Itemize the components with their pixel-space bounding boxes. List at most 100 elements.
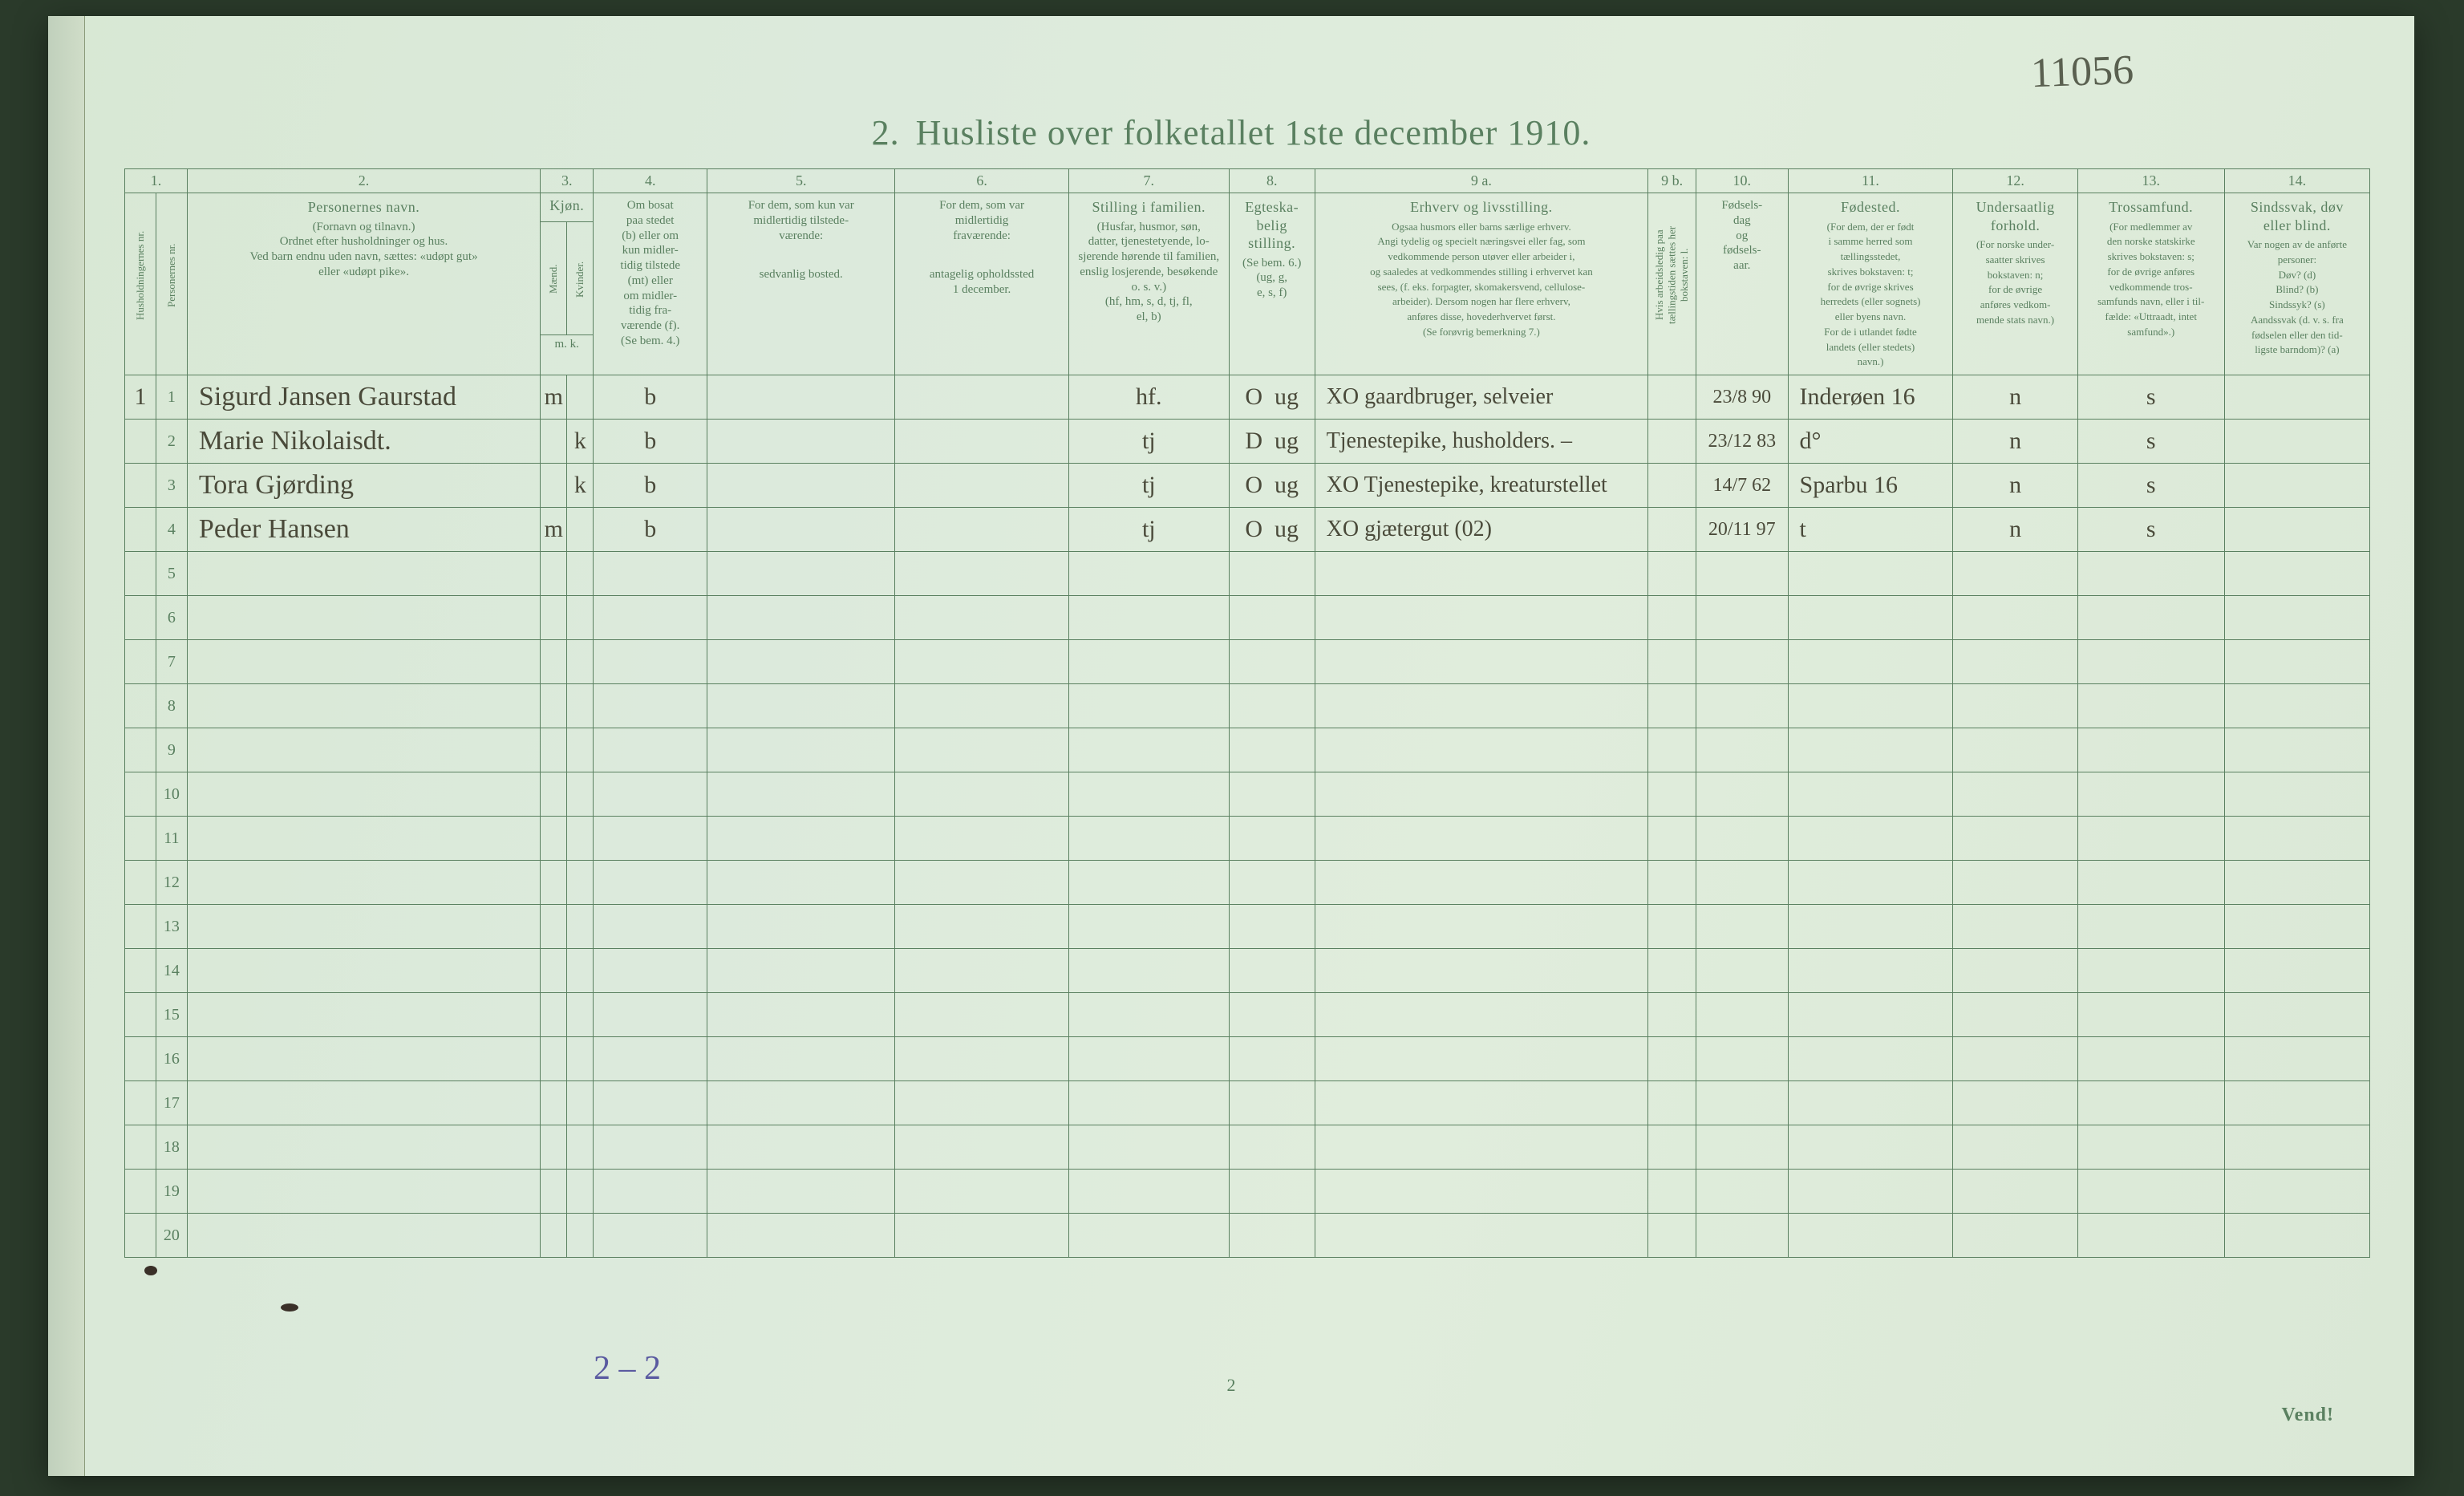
cell-sex-m	[541, 420, 567, 464]
cell-empty	[2224, 772, 2369, 817]
cell-empty	[1953, 772, 2077, 817]
cell-empty	[567, 1081, 594, 1125]
head-disability: Sindssvak, døv eller blind. Var nogen av…	[2224, 193, 2369, 375]
cell-empty	[2224, 552, 2369, 596]
title-text: Husliste over folketallet 1ste december …	[916, 113, 1591, 152]
cell-empty	[187, 552, 540, 596]
cell-empty	[1068, 772, 1229, 817]
cell-empty	[1315, 1214, 1648, 1258]
cell-empty	[567, 949, 594, 993]
cell-empty	[1229, 1037, 1315, 1081]
cell-empty	[1953, 684, 2077, 728]
cell-person-no: 19	[156, 1170, 187, 1214]
cell-empty	[2077, 1037, 2224, 1081]
cell-empty	[707, 596, 895, 640]
cell-religion: s	[2077, 508, 2224, 552]
cell-person-no: 17	[156, 1081, 187, 1125]
cell-empty	[1696, 684, 1789, 728]
cell-empty	[1788, 905, 1953, 949]
cell-unemployed	[1648, 375, 1696, 420]
cell-empty	[187, 905, 540, 949]
cell-nationality: n	[1953, 420, 2077, 464]
cell-empty	[1068, 596, 1229, 640]
census-table-wrap: 1. 2. 3. 4. 5. 6. 7. 8. 9 a. 9 b. 10. 11…	[124, 168, 2370, 1258]
cell-empty	[895, 1214, 1068, 1258]
cell-household	[125, 1214, 156, 1258]
cell-empty	[1696, 640, 1789, 684]
cell-empty	[1788, 1037, 1953, 1081]
cell-empty	[1696, 949, 1789, 993]
cell-sex-k: k	[567, 464, 594, 508]
cell-empty	[594, 728, 707, 772]
cell-person-no: 20	[156, 1214, 187, 1258]
cell-sex-k	[567, 508, 594, 552]
cell-temp-absent	[895, 420, 1068, 464]
table-row: 2Marie Nikolaisdt.kbtjD ugTjenestepike, …	[125, 420, 2370, 464]
table-row: 9	[125, 728, 2370, 772]
cell-household	[125, 684, 156, 728]
cell-empty	[1696, 552, 1789, 596]
cell-empty	[1696, 728, 1789, 772]
cell-empty	[1229, 772, 1315, 817]
col-head-13: 13.	[2077, 169, 2224, 193]
cell-household	[125, 420, 156, 464]
cell-empty	[2077, 684, 2224, 728]
cell-person-no: 6	[156, 596, 187, 640]
cell-empty	[1788, 552, 1953, 596]
cell-empty	[1696, 1037, 1789, 1081]
cell-empty	[1788, 1125, 1953, 1170]
cell-person-no: 9	[156, 728, 187, 772]
cell-person-no: 13	[156, 905, 187, 949]
footer-page-number: 2	[1227, 1375, 1236, 1396]
cell-empty	[541, 817, 567, 861]
cell-empty	[2077, 1214, 2224, 1258]
cell-empty	[594, 817, 707, 861]
cell-empty	[594, 552, 707, 596]
cell-household: 1	[125, 375, 156, 420]
cell-empty	[567, 905, 594, 949]
cell-empty	[895, 772, 1068, 817]
cell-empty	[1953, 728, 2077, 772]
cell-empty	[1788, 1214, 1953, 1258]
col-head-5: 5.	[707, 169, 895, 193]
cell-unemployed	[1648, 508, 1696, 552]
cell-empty	[2224, 1037, 2369, 1081]
cell-person-no: 3	[156, 464, 187, 508]
cell-empty	[895, 640, 1068, 684]
cell-empty	[707, 552, 895, 596]
cell-empty	[1068, 552, 1229, 596]
cell-empty	[541, 1125, 567, 1170]
cell-empty	[2077, 817, 2224, 861]
cell-household	[125, 728, 156, 772]
head-residence: Om bosat paa stedet (b) eller om kun mid…	[594, 193, 707, 375]
cell-empty	[2224, 993, 2369, 1037]
cell-empty	[1696, 772, 1789, 817]
cell-empty	[567, 1037, 594, 1081]
head-temp-present: For dem, som kun var midlertidig tilsted…	[707, 193, 895, 375]
cell-empty	[1953, 1214, 2077, 1258]
cell-empty	[1648, 772, 1696, 817]
head-birthplace: Fødested. (For dem, der er født i samme …	[1788, 193, 1953, 375]
cell-empty	[1229, 993, 1315, 1037]
cell-empty	[567, 861, 594, 905]
cell-empty	[1953, 552, 2077, 596]
cell-empty	[1068, 640, 1229, 684]
cell-empty	[1229, 949, 1315, 993]
cell-empty	[2224, 1214, 2369, 1258]
cell-empty	[1696, 861, 1789, 905]
cell-empty	[594, 949, 707, 993]
col-head-12: 12.	[1953, 169, 2077, 193]
cell-household	[125, 905, 156, 949]
cell-empty	[567, 1170, 594, 1214]
paper-spot	[144, 1266, 157, 1275]
cell-empty	[707, 861, 895, 905]
cell-empty	[1953, 1170, 2077, 1214]
cell-empty	[594, 772, 707, 817]
cell-household	[125, 1125, 156, 1170]
cell-empty	[541, 949, 567, 993]
cell-unemployed	[1648, 420, 1696, 464]
cell-empty	[541, 684, 567, 728]
cell-empty	[2224, 1170, 2369, 1214]
cell-empty	[1953, 993, 2077, 1037]
table-row: 7	[125, 640, 2370, 684]
